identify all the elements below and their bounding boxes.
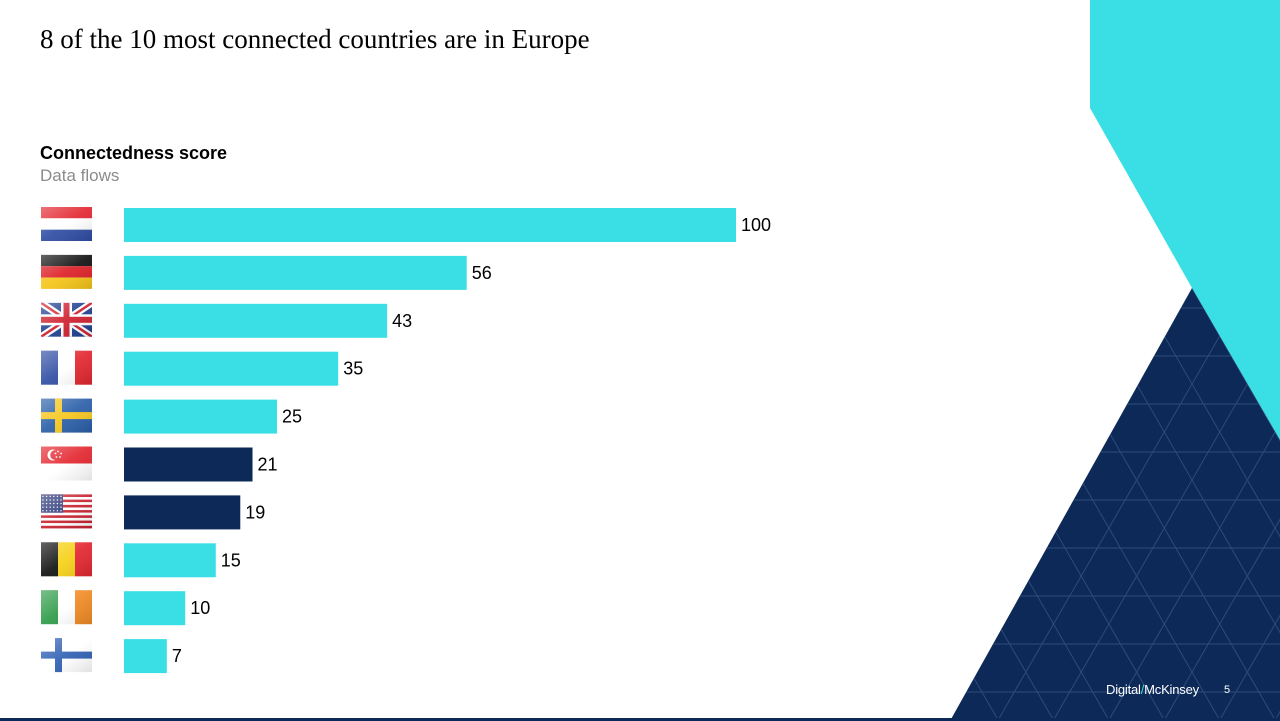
bottom-border-line: [0, 718, 1280, 721]
value-label: 19: [245, 502, 265, 522]
netherlands-flag-icon: [41, 207, 92, 241]
bar: [124, 208, 736, 242]
france-flag-icon: [41, 350, 92, 385]
bars-layer: [124, 208, 736, 674]
value-label: 56: [472, 263, 492, 283]
value-label: 35: [343, 359, 363, 379]
bar: [124, 543, 216, 578]
bar: [124, 255, 467, 290]
slide-title: 8 of the 10 most connected countries are…: [40, 24, 590, 54]
bar: [124, 447, 253, 482]
value-label: 100: [741, 215, 771, 235]
belgium-flag-icon: [41, 542, 92, 577]
bar: [124, 351, 339, 386]
bar: [124, 639, 167, 674]
flags-layer: [41, 207, 92, 673]
value-label: 15: [221, 550, 241, 570]
united-states-flag-icon: [41, 494, 92, 529]
bar: [124, 303, 388, 338]
value-label: 10: [190, 598, 210, 618]
value-label: 25: [282, 407, 302, 427]
cyan-corner-shape: [1090, 0, 1280, 440]
page-number: 5: [1224, 684, 1231, 696]
germany-flag-icon: [41, 254, 92, 289]
bar: [124, 591, 186, 626]
singapore-flag-icon: [41, 446, 92, 481]
bar: [124, 495, 241, 530]
united-kingdom-flag-icon: [41, 302, 92, 337]
finland-flag-icon: [41, 638, 92, 673]
digital-mckinsey-logo: Digital/McKinsey: [1106, 682, 1199, 697]
chart-title: Connectedness score: [40, 143, 228, 163]
value-label: 43: [392, 311, 412, 331]
value-label: 21: [258, 455, 278, 475]
value-label: 7: [172, 646, 182, 666]
labels-layer: 100 56 43 35 25 21 19 15 10 7: [172, 215, 771, 666]
navy-triangle-shape: [950, 288, 1280, 721]
bar: [124, 399, 277, 434]
ireland-flag-icon: [41, 590, 92, 625]
sweden-flag-icon: [41, 398, 92, 433]
chart-subtitle: Data flows: [40, 166, 120, 185]
